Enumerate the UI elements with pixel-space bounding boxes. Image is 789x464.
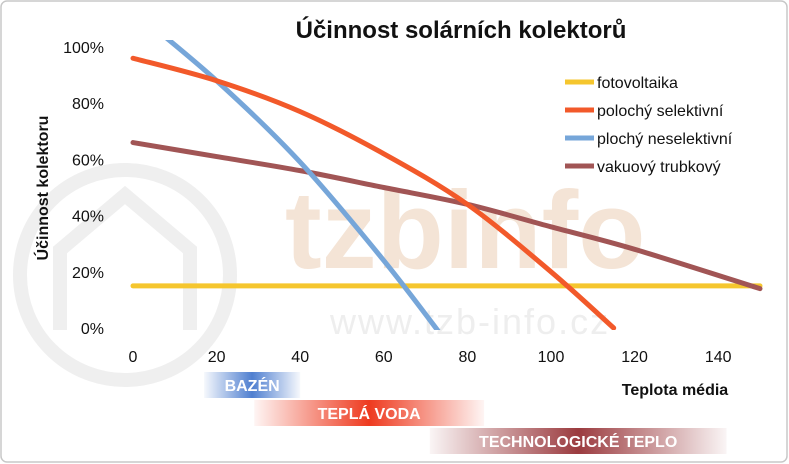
legend-label: plochý neselektivní xyxy=(597,131,733,148)
band-bar xyxy=(254,400,485,426)
legend-label: fotovoltaika xyxy=(597,75,678,92)
chart-title: Účinnost solárních kolektorů xyxy=(296,16,627,44)
x-tick-label: 0 xyxy=(129,349,138,366)
y-tick-label: 80% xyxy=(72,96,104,113)
band-bar xyxy=(204,372,301,398)
x-tick-label: 20 xyxy=(208,349,226,366)
series-line-2 xyxy=(165,40,441,330)
y-axis-label: Účinnost kolektoru xyxy=(33,116,52,261)
band-bar xyxy=(429,428,727,454)
x-tick-label: 140 xyxy=(705,349,732,366)
x-tick-label: 120 xyxy=(621,349,648,366)
series-line-1 xyxy=(130,55,617,330)
y-tick-label: 20% xyxy=(72,265,104,282)
y-tick-label: 60% xyxy=(72,152,104,169)
x-axis-label: Teplota média xyxy=(622,382,728,399)
legend: fotovoltaika polochý selektivní plochý nes… xyxy=(565,75,733,176)
band-label: BAZÉN xyxy=(225,376,280,395)
y-axis: 0% 20% 40% 60% 80% 100% xyxy=(63,40,104,338)
series-layer xyxy=(130,40,763,330)
y-tick-label: 100% xyxy=(63,40,104,57)
x-axis: 0 20 40 60 80 100 120 140 xyxy=(129,349,732,366)
x-tick-label: 40 xyxy=(291,349,309,366)
series-line-3 xyxy=(130,140,763,292)
watermark: tzbinfo www.tzb-info.cz xyxy=(13,163,645,387)
legend-label: polochý selektivní xyxy=(597,103,724,120)
x-tick-label: 80 xyxy=(459,349,477,366)
x-tick-label: 60 xyxy=(375,349,393,366)
band-label: TEPLÁ VODA xyxy=(318,404,422,423)
watermark-url: www.tzb-info.cz xyxy=(329,301,610,342)
watermark-house-logo xyxy=(13,163,237,387)
watermark-house-icon xyxy=(53,185,197,330)
y-tick-label: 0% xyxy=(81,321,104,338)
x-tick-label: 100 xyxy=(538,349,565,366)
y-tick-label: 40% xyxy=(72,209,104,226)
band-label: TECHNOLOGICKÉ TEPLO xyxy=(479,432,677,451)
temperature-bands: BAZÉN TEPLÁ VODA TECHNOLOGICKÉ TEPLO xyxy=(204,372,727,454)
legend-label: vakuový trubkový xyxy=(597,159,721,176)
watermark-text: tzbinfo xyxy=(285,169,645,292)
